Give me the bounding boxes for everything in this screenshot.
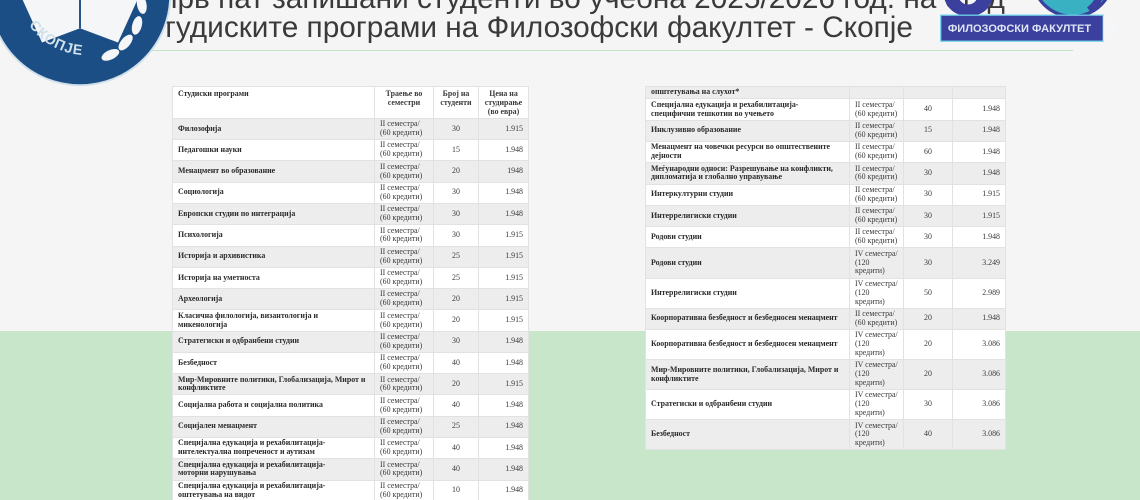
svg-text:ФИЛОЗОФСКИ ФАКУЛТЕТ: ФИЛОЗОФСКИ ФАКУЛТЕТ <box>948 23 1092 35</box>
